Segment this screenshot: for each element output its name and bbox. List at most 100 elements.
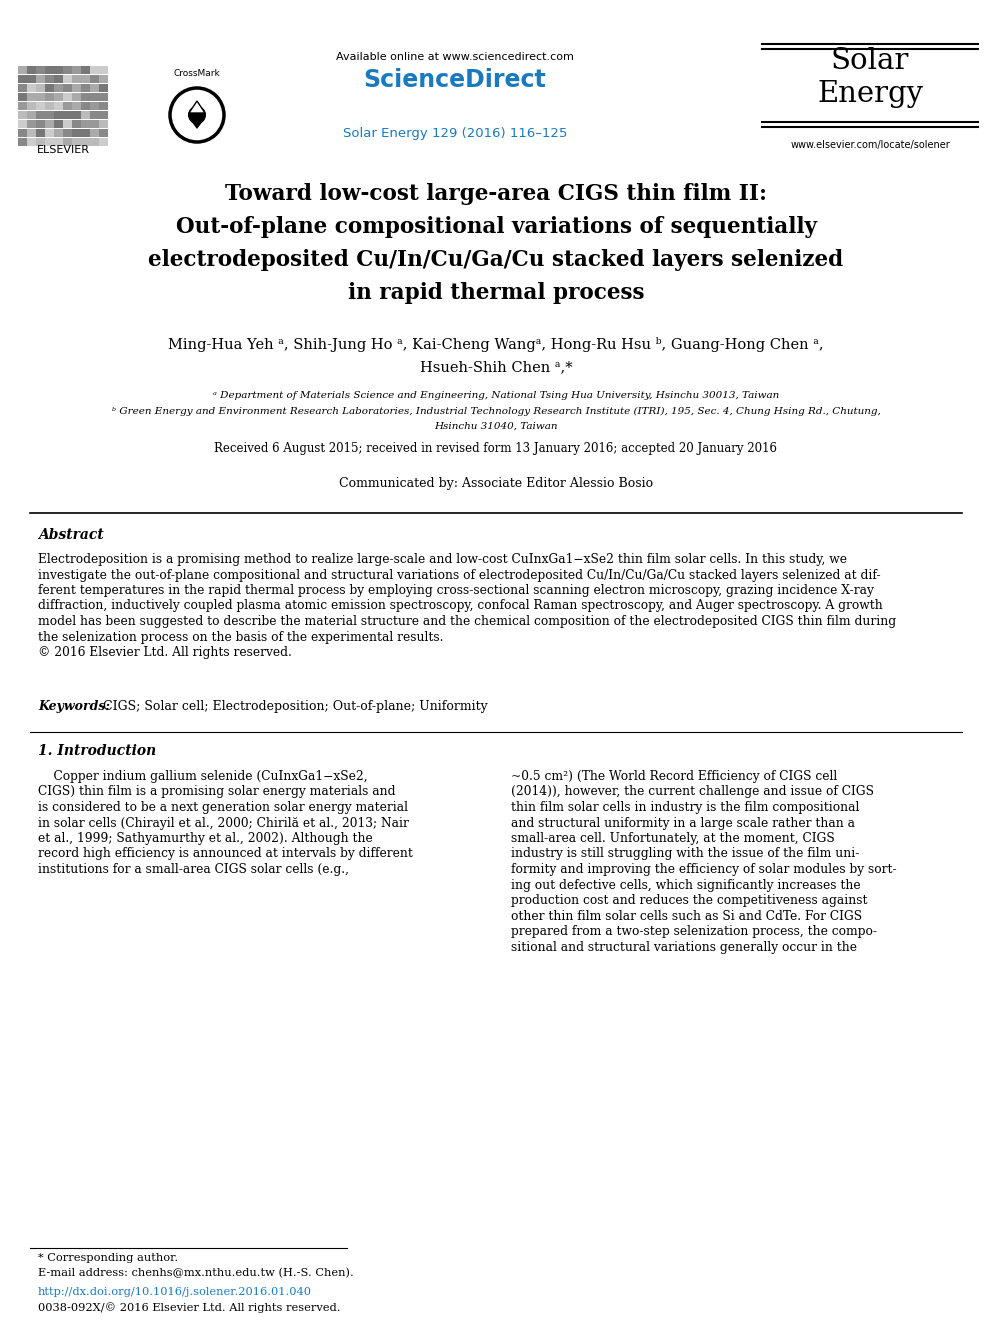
Bar xyxy=(90,102,98,110)
Bar xyxy=(99,74,107,83)
Bar xyxy=(72,119,80,128)
Text: sitional and structural variations generally occur in the: sitional and structural variations gener… xyxy=(511,941,857,954)
Text: Toward low-cost large-area CIGS thin film II:: Toward low-cost large-area CIGS thin fil… xyxy=(225,183,767,205)
Bar xyxy=(99,119,107,128)
Text: electrodeposited Cu/In/Cu/Ga/Cu stacked layers selenized: electrodeposited Cu/In/Cu/Ga/Cu stacked … xyxy=(149,249,843,271)
Bar xyxy=(90,128,98,138)
Bar xyxy=(45,83,54,93)
Text: ferent temperatures in the rapid thermal process by employing cross-sectional sc: ferent temperatures in the rapid thermal… xyxy=(38,583,874,597)
Bar xyxy=(45,111,54,119)
Text: record high efficiency is announced at intervals by different: record high efficiency is announced at i… xyxy=(38,848,413,860)
Bar xyxy=(27,102,36,110)
Text: (2014)), however, the current challenge and issue of CIGS: (2014)), however, the current challenge … xyxy=(511,786,874,799)
Bar xyxy=(45,119,54,128)
Bar xyxy=(81,111,89,119)
Polygon shape xyxy=(191,120,203,130)
Bar xyxy=(81,93,89,101)
Bar xyxy=(54,119,62,128)
Bar xyxy=(90,119,98,128)
Bar xyxy=(36,93,45,101)
Text: ScienceDirect: ScienceDirect xyxy=(364,67,547,93)
Text: 0038-092X/© 2016 Elsevier Ltd. All rights reserved.: 0038-092X/© 2016 Elsevier Ltd. All right… xyxy=(38,1302,340,1312)
Text: Available online at www.sciencedirect.com: Available online at www.sciencedirect.co… xyxy=(336,52,574,62)
Bar xyxy=(99,102,107,110)
Bar xyxy=(54,66,62,74)
Bar xyxy=(18,111,27,119)
Bar xyxy=(63,74,71,83)
Bar xyxy=(99,138,107,146)
Bar xyxy=(54,111,62,119)
Text: Solar Energy 129 (2016) 116–125: Solar Energy 129 (2016) 116–125 xyxy=(343,127,567,140)
Bar xyxy=(18,119,27,128)
Text: ᵇ Green Energy and Environment Research Laboratories, Industrial Technology Rese: ᵇ Green Energy and Environment Research … xyxy=(112,407,880,415)
Bar xyxy=(45,138,54,146)
Text: model has been suggested to describe the material structure and the chemical com: model has been suggested to describe the… xyxy=(38,615,896,628)
Text: Keywords:: Keywords: xyxy=(38,700,110,713)
Bar xyxy=(18,138,27,146)
Bar xyxy=(99,93,107,101)
Text: Solar: Solar xyxy=(831,48,910,75)
Bar xyxy=(81,66,89,74)
Text: prepared from a two-step selenization process, the compo-: prepared from a two-step selenization pr… xyxy=(511,925,877,938)
Bar xyxy=(45,66,54,74)
Bar xyxy=(27,119,36,128)
Bar xyxy=(63,83,71,93)
Bar xyxy=(45,74,54,83)
Bar xyxy=(72,74,80,83)
Text: Copper indium gallium selenide (CuInxGa1−xSe2,: Copper indium gallium selenide (CuInxGa1… xyxy=(38,770,368,783)
Bar xyxy=(90,111,98,119)
Bar xyxy=(36,138,45,146)
Bar xyxy=(36,74,45,83)
Bar xyxy=(54,128,62,138)
Bar xyxy=(18,93,27,101)
Text: Hsinchu 31040, Taiwan: Hsinchu 31040, Taiwan xyxy=(434,422,558,431)
Text: thin film solar cells in industry is the film compositional: thin film solar cells in industry is the… xyxy=(511,800,859,814)
Text: * Corresponding author.: * Corresponding author. xyxy=(38,1253,179,1263)
Bar xyxy=(54,83,62,93)
Text: other thin film solar cells such as Si and CdTe. For CIGS: other thin film solar cells such as Si a… xyxy=(511,909,862,922)
Bar xyxy=(36,128,45,138)
Text: ing out defective cells, which significantly increases the: ing out defective cells, which significa… xyxy=(511,878,861,892)
Bar xyxy=(81,138,89,146)
Bar xyxy=(54,102,62,110)
Text: CIGS) thin film is a promising solar energy materials and: CIGS) thin film is a promising solar ene… xyxy=(38,786,396,799)
Bar xyxy=(36,102,45,110)
Bar xyxy=(81,83,89,93)
Bar xyxy=(36,66,45,74)
Bar xyxy=(45,93,54,101)
Bar xyxy=(72,66,80,74)
Text: institutions for a small-area CIGS solar cells (e.g.,: institutions for a small-area CIGS solar… xyxy=(38,863,349,876)
Text: in rapid thermal process: in rapid thermal process xyxy=(348,282,644,304)
Text: industry is still struggling with the issue of the film uni-: industry is still struggling with the is… xyxy=(511,848,859,860)
Bar xyxy=(27,74,36,83)
Circle shape xyxy=(188,106,206,124)
Bar xyxy=(18,74,27,83)
Text: Hsueh-Shih Chen ᵃ,*: Hsueh-Shih Chen ᵃ,* xyxy=(420,360,572,374)
Bar xyxy=(45,102,54,110)
Text: small-area cell. Unfortunately, at the moment, CIGS: small-area cell. Unfortunately, at the m… xyxy=(511,832,834,845)
Bar xyxy=(63,111,71,119)
Bar xyxy=(36,119,45,128)
Bar xyxy=(45,128,54,138)
Text: in solar cells (Chirayil et al., 2000; Chirilă et al., 2013; Nair: in solar cells (Chirayil et al., 2000; C… xyxy=(38,816,409,830)
Polygon shape xyxy=(189,101,205,112)
Bar xyxy=(63,128,71,138)
Text: ELSEVIER: ELSEVIER xyxy=(37,146,89,155)
Bar xyxy=(72,102,80,110)
Bar xyxy=(90,93,98,101)
Text: and structural uniformity in a large scale rather than a: and structural uniformity in a large sca… xyxy=(511,816,855,830)
Bar xyxy=(81,119,89,128)
Text: investigate the out-of-plane compositional and structural variations of electrod: investigate the out-of-plane composition… xyxy=(38,569,881,582)
Bar xyxy=(90,138,98,146)
Bar xyxy=(99,66,107,74)
Bar xyxy=(72,93,80,101)
Bar xyxy=(18,102,27,110)
Text: Received 6 August 2015; received in revised form 13 January 2016; accepted 20 Ja: Received 6 August 2015; received in revi… xyxy=(214,442,778,455)
Text: Out-of-plane compositional variations of sequentially: Out-of-plane compositional variations of… xyxy=(176,216,816,238)
Bar xyxy=(90,66,98,74)
Bar xyxy=(27,138,36,146)
Bar xyxy=(81,128,89,138)
Text: ᵃ Department of Materials Science and Engineering, National Tsing Hua University: ᵃ Department of Materials Science and En… xyxy=(213,392,779,400)
Bar xyxy=(27,83,36,93)
Text: et al., 1999; Sathyamurthy et al., 2002). Although the: et al., 1999; Sathyamurthy et al., 2002)… xyxy=(38,832,373,845)
